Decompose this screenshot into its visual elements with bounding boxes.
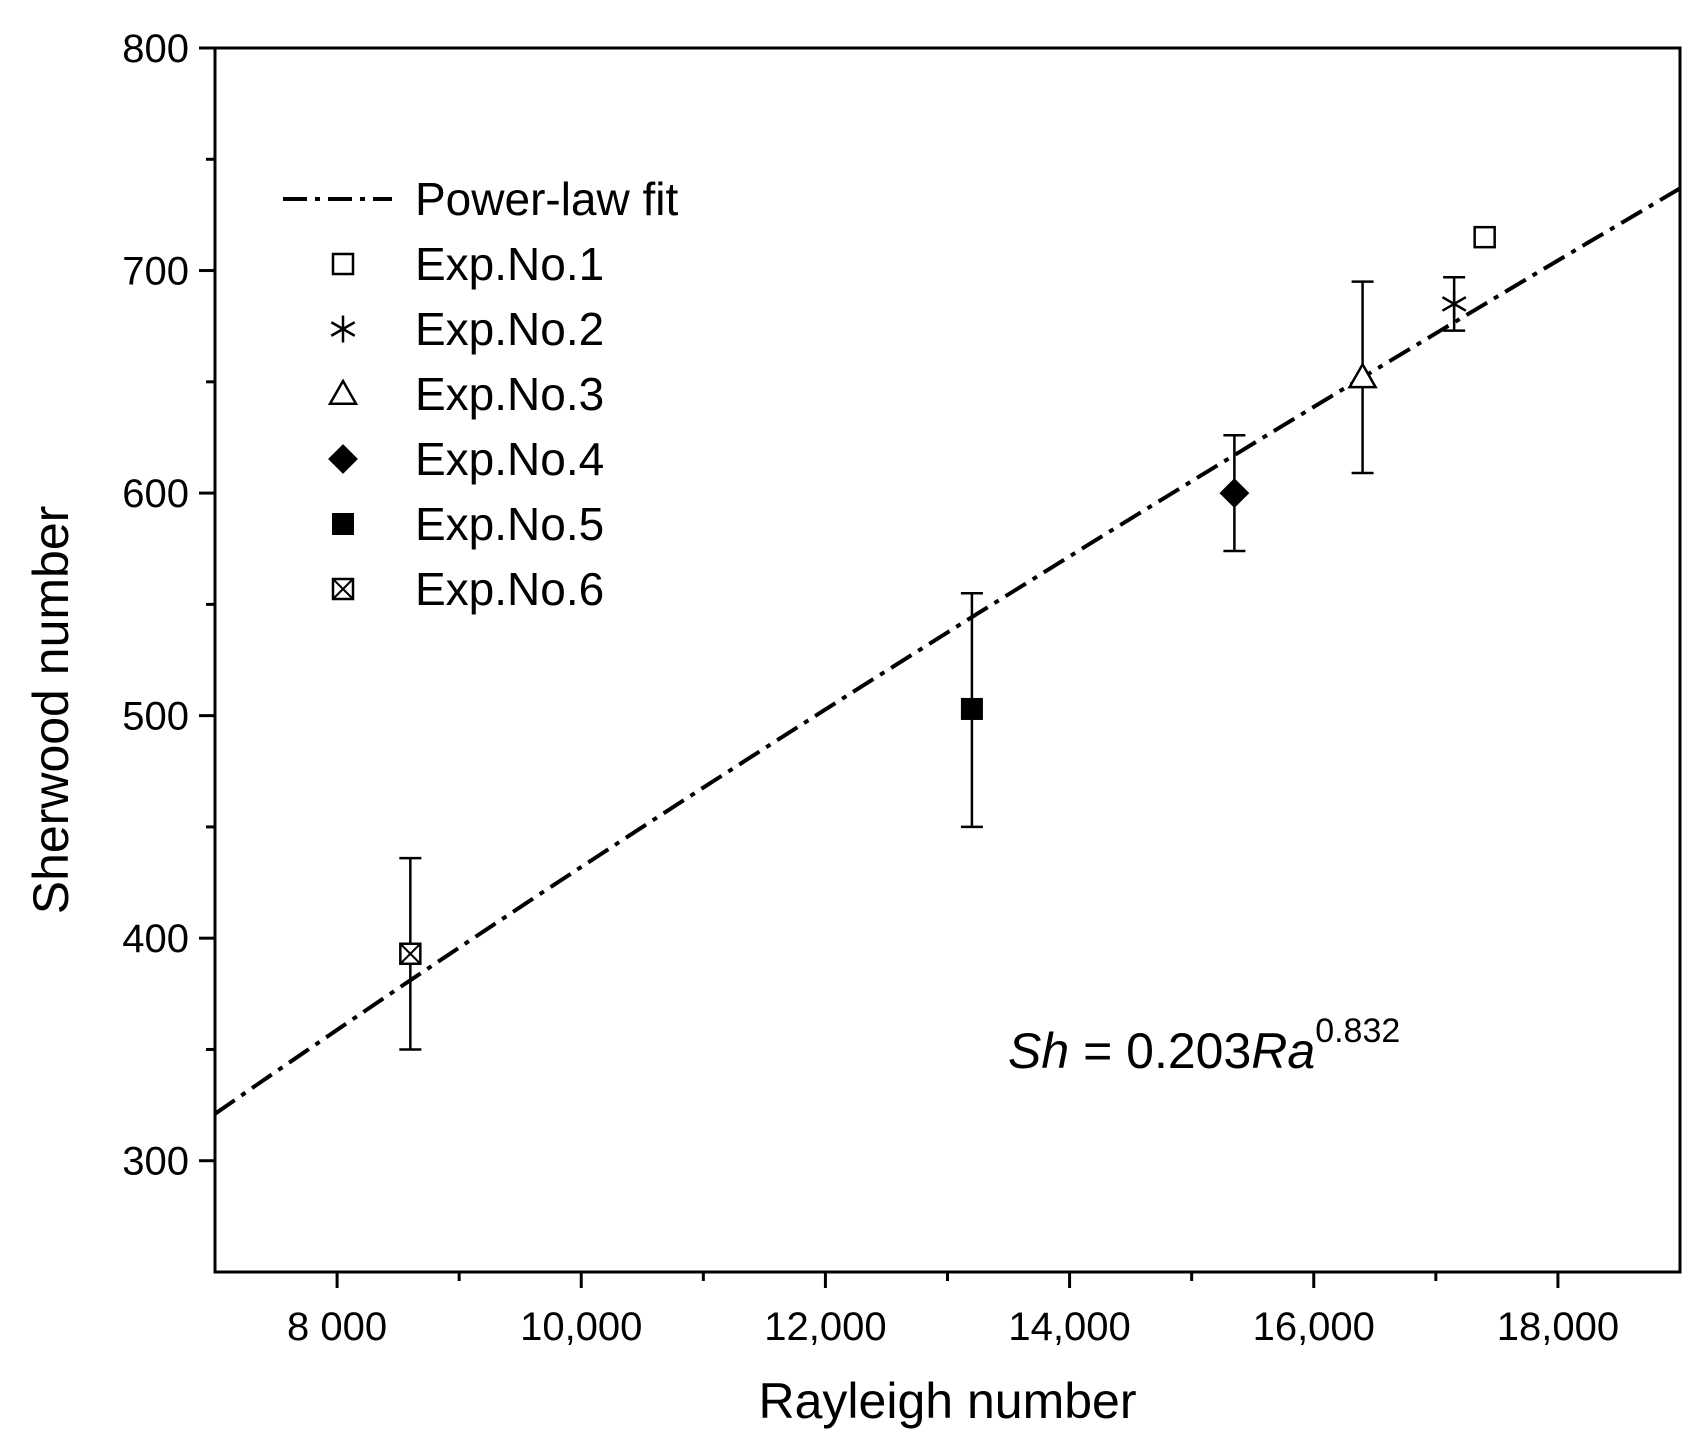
equation-sh: Sh (1008, 1023, 1069, 1079)
x-tick-label: 12,000 (764, 1305, 886, 1349)
crossed-square-diag (332, 578, 354, 600)
y-tick-label: 300 (122, 1140, 189, 1184)
y-tick-label: 700 (122, 250, 189, 294)
legend-label: Exp.No.3 (415, 368, 604, 420)
x-tick-label: 16,000 (1253, 1305, 1375, 1349)
y-tick-label: 600 (122, 472, 189, 516)
fit-line-group (213, 186, 1682, 1116)
y-axis-ticks: 300 400 500 600 700 800 (122, 27, 215, 1184)
point-exp-no-6 (399, 856, 422, 1051)
point-exp-no-4 (1219, 433, 1250, 553)
point-exp-no-5 (960, 591, 983, 829)
x-tick-label: 8 000 (287, 1305, 387, 1349)
filled-square-shape (960, 697, 983, 720)
triangle-shape (327, 378, 359, 405)
asterisk-marker (1441, 290, 1467, 318)
y-tick-label: 500 (122, 695, 189, 739)
open-square-shape (331, 252, 355, 276)
legend-label: Exp.No.2 (415, 303, 604, 355)
legend-fit-label: Power-law fit (415, 173, 679, 225)
open-triangle-marker (327, 378, 359, 405)
x-axis-ticks: 8 000 10,000 12,000 14,000 16,000 18,000 (287, 1272, 1619, 1349)
filled-diamond-marker (328, 444, 358, 474)
plot-frame (213, 46, 1682, 1274)
y-tick-label: 800 (122, 27, 189, 71)
crossed-square-marker (399, 942, 422, 966)
crossed-square-diag (399, 943, 422, 965)
x-tick-label: 18,000 (1497, 1305, 1619, 1349)
point-exp-no-2 (1441, 275, 1467, 332)
legend-label: Exp.No.5 (415, 498, 604, 550)
data-points (399, 225, 1496, 1051)
legend-label: Exp.No.6 (415, 563, 604, 615)
diamond-shape (328, 444, 358, 474)
power-law-fit-line (213, 186, 1682, 1116)
triangle-shape (1347, 361, 1378, 389)
legend-label: Exp.No.4 (415, 433, 604, 485)
point-exp-no-3 (1347, 280, 1378, 475)
asterisk-stroke (330, 321, 356, 337)
equation-exponent: 0.832 (1315, 1012, 1400, 1050)
x-axis-title: Rayleigh number (759, 1373, 1137, 1429)
fit-equation: Sh = 0.203Ra0.832 (1008, 1012, 1400, 1079)
y-tick-label: 400 (122, 917, 189, 961)
open-square-shape (1473, 225, 1496, 249)
filled-square-marker (332, 513, 354, 535)
equation-coefficient: = 0.203 (1069, 1023, 1251, 1079)
legend-label: Exp.No.1 (415, 238, 604, 290)
x-tick-label: 10,000 (520, 1305, 642, 1349)
y-axis-title: Sherwood number (23, 506, 79, 915)
filled-square-shape (332, 513, 354, 535)
asterisk-marker (330, 315, 356, 343)
open-square-marker (331, 252, 355, 276)
asterisk-stroke (1441, 296, 1467, 312)
open-square-marker (1473, 225, 1496, 249)
point-exp-no-1 (1473, 225, 1496, 249)
legend: Power-law fit Exp.No.1 Exp.No.2 Exp.No.3 Ex… (283, 173, 679, 615)
equation-ra: Ra (1251, 1023, 1315, 1079)
x-tick-label: 14,000 (1008, 1305, 1130, 1349)
open-triangle-marker (1347, 361, 1378, 389)
diamond-shape (1219, 478, 1250, 509)
filled-diamond-marker (1219, 478, 1250, 509)
crossed-square-marker (331, 577, 355, 601)
filled-square-marker (960, 697, 983, 720)
